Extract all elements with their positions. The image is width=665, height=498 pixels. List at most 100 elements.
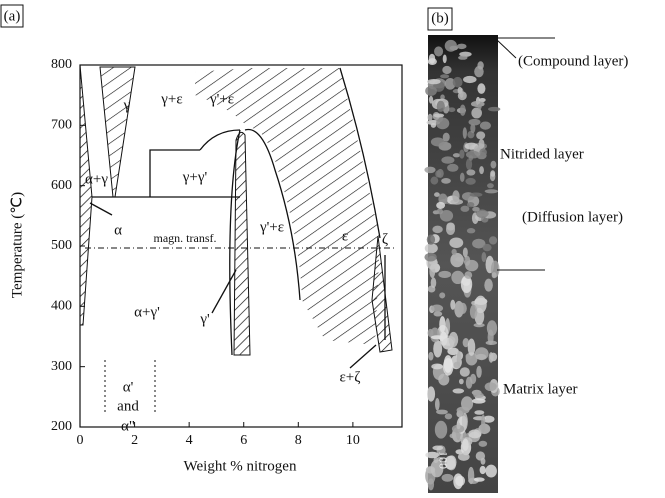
grain [434,46,443,56]
grain [427,386,435,401]
y-tick-label: 800 [51,57,72,72]
grain [463,76,477,83]
layer-label: (Diffusion layer) [522,209,623,225]
grain [480,466,486,474]
grain [434,192,440,197]
scale-label: 100 [436,451,450,469]
grain [450,300,455,310]
grain [436,202,445,209]
grain [476,366,481,378]
grain [453,153,460,157]
grain [450,253,463,267]
x-tick-label: 8 [295,433,302,448]
grain [437,208,444,214]
grain [474,410,484,415]
grain [450,433,456,438]
grain [470,124,475,134]
grain [492,272,497,278]
grain [464,271,472,279]
grain [491,161,497,169]
grain [431,363,443,369]
panel-label: (a) [4,8,21,24]
grain [465,260,478,271]
x-tick-label: 6 [240,433,247,448]
y-tick-label: 200 [51,419,72,434]
grain [443,54,447,63]
grain [425,243,438,253]
region-label: α+γ' [134,304,160,320]
layer-label: Nitrided layer [500,146,584,162]
grain [428,352,433,361]
y-tick-label: 600 [51,178,72,193]
grain [480,121,491,129]
grain [466,151,480,159]
grain [446,224,455,235]
grain [453,77,463,88]
grain [431,335,444,339]
grain [473,392,483,398]
grain [445,40,457,52]
grain [486,341,498,345]
grain [425,86,437,96]
grain [479,441,488,447]
grain [427,234,435,244]
grain [441,178,451,184]
grain [457,44,467,50]
grain [431,305,443,312]
grain [435,421,447,439]
x-tick-label: 4 [186,433,193,448]
y-tick-label: 400 [51,299,72,314]
grain [437,101,445,112]
grain [469,119,481,126]
grain [458,56,467,60]
grain [483,244,492,251]
grain [475,347,489,360]
grain [435,398,440,411]
grain [477,61,483,69]
grain [447,164,458,172]
grain [488,107,500,112]
grain [431,123,436,128]
region-label: ε [342,228,348,244]
region-label: α" [121,418,135,434]
grain [485,465,496,478]
grain [432,445,443,450]
grain [453,362,460,369]
grain [474,477,485,481]
grain [479,166,484,174]
x-tick-label: 0 [77,433,84,448]
grain [467,202,474,207]
layer-label: Matrix layer [503,381,578,397]
grain [487,320,497,336]
grain [460,367,470,376]
grain [470,193,483,197]
region-label: γ+ε [160,91,182,107]
grain [452,190,459,202]
grain [470,305,477,319]
panel-label: (b) [431,10,449,26]
region-label: α+γ [85,171,108,187]
grain [485,382,497,391]
grain [444,355,453,373]
grain [485,189,498,193]
grain [465,178,475,185]
grain [432,226,442,233]
grain [429,96,433,104]
grain [476,211,489,217]
grain [460,206,469,212]
grain [449,238,463,248]
grain [458,453,470,461]
grain [439,316,445,333]
figure: (a) (b) γ γ+ε γ'+ε α+γ γ+γ' α magn. tran… [0,0,665,493]
grain [482,252,487,262]
grain [462,439,469,451]
grain [476,451,485,460]
grain [430,177,438,185]
grain [442,474,454,482]
y-tick-label: 500 [51,238,72,253]
grain [476,131,485,139]
grain [438,271,451,278]
grain [437,169,444,178]
grain [457,407,470,414]
region-label: γ' [199,311,210,327]
